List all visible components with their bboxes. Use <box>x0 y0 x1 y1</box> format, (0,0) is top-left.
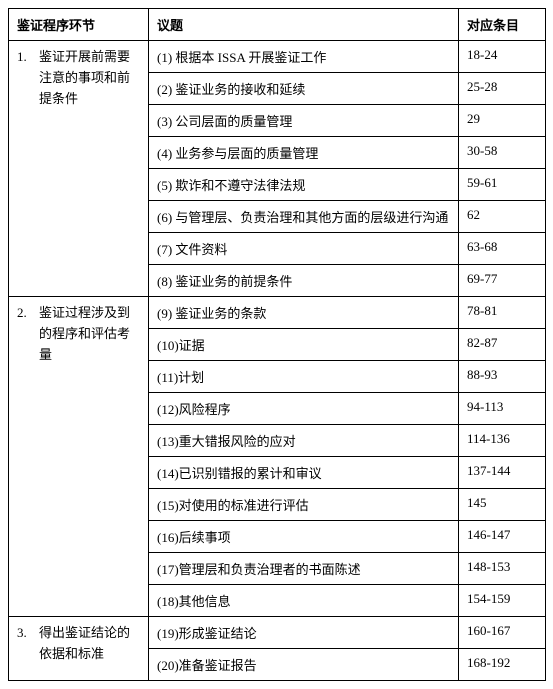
header-phase: 鉴证程序环节 <box>9 9 149 41</box>
topic-cell: (4) 业务参与层面的质量管理 <box>149 137 459 169</box>
ref-cell: 148-153 <box>459 553 546 585</box>
phase-number: 3. <box>17 623 39 644</box>
ref-cell: 94-113 <box>459 393 546 425</box>
ref-cell: 82-87 <box>459 329 546 361</box>
topic-cell: (18)其他信息 <box>149 585 459 617</box>
topic-cell: (16)后续事项 <box>149 521 459 553</box>
table-row: 3.得出鉴证结论的依据和标准(19)形成鉴证结论160-167 <box>9 617 546 649</box>
phase-cell: 1.鉴证开展前需要注意的事项和前提条件 <box>9 41 149 297</box>
ref-cell: 18-24 <box>459 41 546 73</box>
topic-cell: (19)形成鉴证结论 <box>149 617 459 649</box>
topic-cell: (14)已识别错报的累计和审议 <box>149 457 459 489</box>
topic-cell: (7) 文件资料 <box>149 233 459 265</box>
topic-cell: (2) 鉴证业务的接收和延续 <box>149 73 459 105</box>
phase-cell: 2.鉴证过程涉及到的程序和评估考量 <box>9 297 149 617</box>
topic-cell: (17)管理层和负责治理者的书面陈述 <box>149 553 459 585</box>
ref-cell: 160-167 <box>459 617 546 649</box>
table-row: 2.鉴证过程涉及到的程序和评估考量(9) 鉴证业务的条款78-81 <box>9 297 546 329</box>
phase-number: 2. <box>17 303 39 324</box>
ref-cell: 145 <box>459 489 546 521</box>
ref-cell: 69-77 <box>459 265 546 297</box>
topic-cell: (11)计划 <box>149 361 459 393</box>
phase-text: 鉴证过程涉及到的程序和评估考量 <box>39 303 139 365</box>
assurance-topics-table: 鉴证程序环节 议题 对应条目 1.鉴证开展前需要注意的事项和前提条件(1) 根据… <box>8 8 546 681</box>
topic-cell: (5) 欺诈和不遵守法律法规 <box>149 169 459 201</box>
ref-cell: 114-136 <box>459 425 546 457</box>
topic-cell: (3) 公司层面的质量管理 <box>149 105 459 137</box>
topic-cell: (9) 鉴证业务的条款 <box>149 297 459 329</box>
header-ref: 对应条目 <box>459 9 546 41</box>
topic-cell: (15)对使用的标准进行评估 <box>149 489 459 521</box>
ref-cell: 137-144 <box>459 457 546 489</box>
ref-cell: 25-28 <box>459 73 546 105</box>
ref-cell: 154-159 <box>459 585 546 617</box>
header-topic: 议题 <box>149 9 459 41</box>
ref-cell: 63-68 <box>459 233 546 265</box>
phase-text: 鉴证开展前需要注意的事项和前提条件 <box>39 47 139 109</box>
topic-cell: (8) 鉴证业务的前提条件 <box>149 265 459 297</box>
ref-cell: 78-81 <box>459 297 546 329</box>
ref-cell: 30-58 <box>459 137 546 169</box>
ref-cell: 146-147 <box>459 521 546 553</box>
topic-cell: (1) 根据本 ISSA 开展鉴证工作 <box>149 41 459 73</box>
topic-cell: (12)风险程序 <box>149 393 459 425</box>
phase-text: 得出鉴证结论的依据和标准 <box>39 623 139 665</box>
ref-cell: 29 <box>459 105 546 137</box>
topic-cell: (20)准备鉴证报告 <box>149 649 459 681</box>
ref-cell: 62 <box>459 201 546 233</box>
topic-cell: (10)证据 <box>149 329 459 361</box>
ref-cell: 168-192 <box>459 649 546 681</box>
topic-cell: (13)重大错报风险的应对 <box>149 425 459 457</box>
ref-cell: 59-61 <box>459 169 546 201</box>
table-row: 1.鉴证开展前需要注意的事项和前提条件(1) 根据本 ISSA 开展鉴证工作18… <box>9 41 546 73</box>
ref-cell: 88-93 <box>459 361 546 393</box>
phase-cell: 3.得出鉴证结论的依据和标准 <box>9 617 149 681</box>
phase-number: 1. <box>17 47 39 68</box>
topic-cell: (6) 与管理层、负责治理和其他方面的层级进行沟通 <box>149 201 459 233</box>
